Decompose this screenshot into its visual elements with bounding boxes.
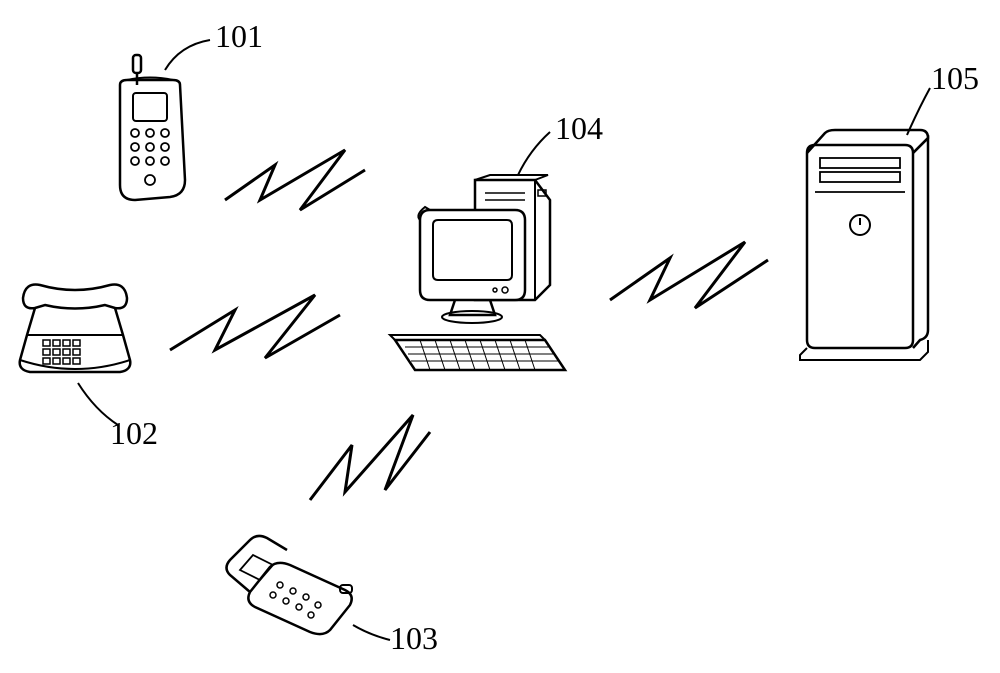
desk-phone-icon	[20, 285, 131, 372]
mobile-phone-icon	[120, 55, 185, 200]
desktop-computer-icon	[390, 175, 565, 370]
wireless-link-103-104	[310, 415, 430, 500]
label-101: 101	[215, 18, 263, 55]
wireless-link-102-104	[170, 295, 340, 358]
server-icon	[800, 130, 928, 360]
flip-phone-icon	[227, 536, 353, 634]
wireless-link-101-104	[225, 150, 365, 210]
label-103: 103	[390, 620, 438, 657]
label-105: 105	[931, 60, 979, 97]
wireless-link-104-105	[610, 242, 768, 308]
label-104: 104	[555, 110, 603, 147]
label-102: 102	[110, 415, 158, 452]
